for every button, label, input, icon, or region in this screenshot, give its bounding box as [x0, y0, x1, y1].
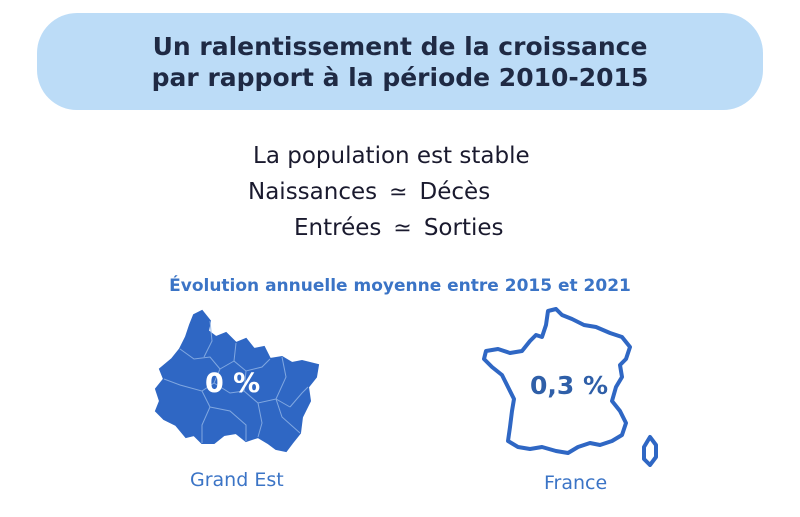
france-label: France [544, 472, 608, 494]
department-borders [163, 320, 309, 443]
births-label: Naissances [248, 179, 378, 205]
evolution-subtitle: Évolution annuelle moyenne entre 2015 et… [169, 276, 631, 296]
corsica-outline [642, 435, 658, 467]
exits-label: Sorties [423, 215, 504, 241]
france-value: 0,3 % [530, 371, 609, 400]
entries-label: Entrées [294, 215, 382, 241]
deaths-label: Décès [419, 179, 491, 205]
entries-exits-row: Entrées ≃ Sorties [294, 215, 503, 241]
france-outline [482, 307, 632, 455]
grand-est-shape [154, 309, 320, 453]
stable-text: La population est stable [253, 143, 530, 169]
title-line-2: par rapport à la période 2010-2015 [151, 62, 649, 92]
grand-est-label: Grand Est [190, 469, 284, 491]
approx-symbol: ≃ [393, 216, 412, 241]
grand-est-value: 0 % [205, 368, 261, 399]
title-banner: Un ralentissement de la croissance par r… [37, 13, 763, 110]
france-map [482, 307, 658, 467]
grand-est-map [154, 309, 320, 453]
approx-symbol: ≃ [389, 180, 408, 205]
title-line-1: Un ralentissement de la croissance [152, 31, 648, 61]
births-deaths-row: Naissances ≃ Décès [248, 179, 490, 205]
